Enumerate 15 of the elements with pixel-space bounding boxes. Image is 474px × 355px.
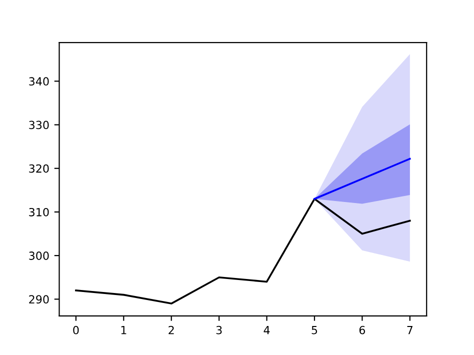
x-tick-label: 2 xyxy=(168,326,174,334)
x-tick-label: 5 xyxy=(312,326,318,334)
x-tick-label: 4 xyxy=(264,326,270,334)
y-tick-label: 290 xyxy=(29,295,49,304)
y-tick-label: 320 xyxy=(29,164,49,173)
x-tick-label: 1 xyxy=(121,326,126,334)
line-series xyxy=(75,198,411,304)
x-tick-label: 7 xyxy=(407,326,412,334)
x-tick-label: 3 xyxy=(216,326,222,334)
y-tick-label: 300 xyxy=(29,252,49,260)
y-tick-label: 310 xyxy=(29,208,49,216)
y-tick-label: 340 xyxy=(29,77,49,86)
y-tick-label: 330 xyxy=(29,120,49,130)
x-tick-label: 6 xyxy=(359,326,366,334)
x-tick-label: 0 xyxy=(73,326,79,334)
